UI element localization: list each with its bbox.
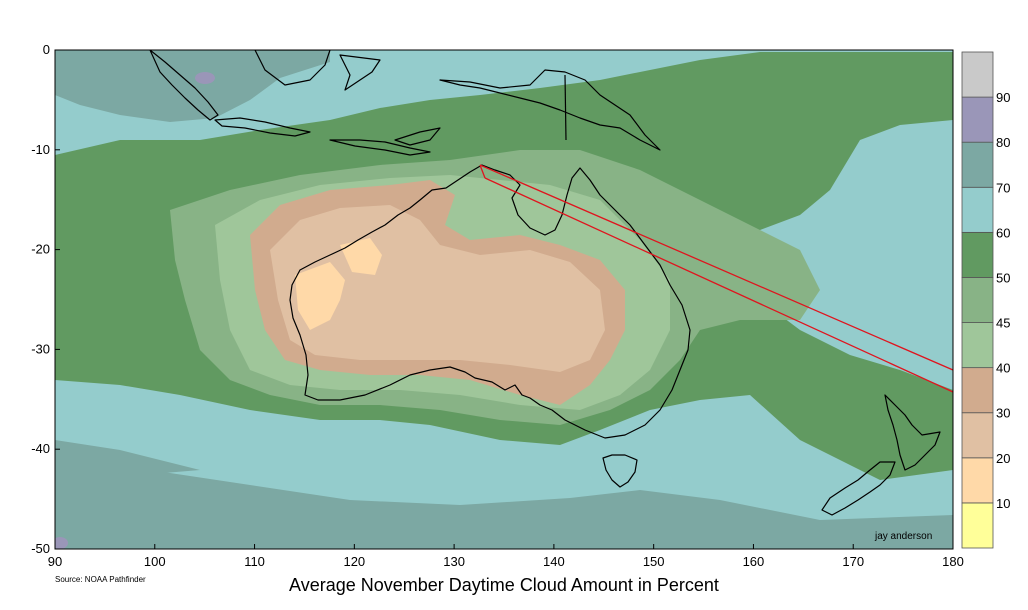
cloud-field-70-80-south [55, 455, 953, 549]
eclipse-track-north-limit [479, 164, 953, 371]
x-axis-ticks: 90 100 110 120 130 140 150 160 170 180 [48, 544, 964, 569]
australia-coastline [289, 164, 691, 439]
legend-band [961, 457, 994, 504]
legend-label: 40 [996, 361, 1010, 376]
x-tick-label: 130 [443, 554, 465, 569]
timor-coastline [394, 127, 441, 146]
new-zealand-south-coastline [821, 461, 896, 516]
x-tick-label: 150 [643, 554, 665, 569]
map-frame [54, 49, 954, 550]
x-tick-label: 160 [743, 554, 765, 569]
legend-label: 30 [996, 406, 1010, 421]
y-tick-label: -40 [31, 441, 50, 456]
map-plot-area: jay anderson [55, 50, 953, 549]
sulawesi-coastline [339, 54, 381, 91]
legend-label: 20 [996, 451, 1010, 466]
legend-label: 70 [996, 180, 1010, 195]
borneo-coastline [254, 50, 331, 86]
legend-label: 50 [996, 270, 1010, 285]
tasmania-coastline [602, 454, 638, 488]
cloud-field-80-90-sumatra [195, 72, 215, 84]
coastlines [149, 50, 941, 516]
java-coastline [214, 117, 311, 137]
legend-band [961, 322, 994, 369]
x-tick-label: 100 [144, 554, 166, 569]
y-tick-label: 0 [43, 42, 50, 57]
legend-band [961, 51, 994, 98]
credit-label: jay anderson [874, 531, 932, 542]
legend-band [961, 231, 994, 278]
y-tick-label: -50 [31, 541, 50, 556]
legend-band [961, 412, 994, 459]
source-label: Source: NOAA Pathfinder [55, 575, 146, 584]
cloud-field-10-20-northwest [340, 238, 382, 275]
legend-label: 45 [996, 316, 1010, 331]
new-zealand-north-coastline [884, 394, 941, 471]
legend-band [961, 141, 994, 188]
x-tick-label: 140 [543, 554, 565, 569]
sumatra-coastline [149, 50, 219, 121]
new-guinea-coastline [439, 69, 661, 151]
lesser-sunda-coastline [329, 139, 431, 156]
legend-band [961, 277, 994, 323]
y-tick-label: -10 [31, 142, 50, 157]
legend-band [961, 502, 994, 549]
y-tick-label: -30 [31, 341, 50, 356]
legend-band [961, 96, 994, 143]
cloud-field-70-80-southwest [55, 440, 200, 475]
png-border-line [564, 74, 567, 141]
legend-label: 90 [996, 90, 1010, 105]
x-tick-label: 90 [48, 554, 62, 569]
legend-label: 80 [996, 135, 1010, 150]
x-tick-label: 170 [842, 554, 864, 569]
y-tick-label: -20 [31, 242, 50, 257]
cloud-field-80-90-southwest [55, 537, 68, 549]
y-axis-ticks: 0 -10 -20 -30 -40 -50 [31, 42, 60, 556]
legend-band [961, 186, 994, 233]
legend-label: 60 [996, 225, 1010, 240]
eclipse-path [479, 164, 953, 393]
legend-band [961, 367, 994, 414]
x-tick-label: 180 [942, 554, 964, 569]
eclipse-track-south-limit [484, 177, 953, 393]
eclipse-track-west-end [479, 164, 486, 179]
x-tick-label: 120 [343, 554, 365, 569]
x-tick-label: 110 [244, 554, 265, 569]
cloud-field-10-20-west [295, 262, 345, 330]
map-title: Average November Daytime Cloud Amount in… [289, 575, 719, 595]
color-legend: 10 20 30 40 45 50 60 70 80 90 [961, 51, 1010, 549]
legend-label: 10 [996, 496, 1010, 511]
